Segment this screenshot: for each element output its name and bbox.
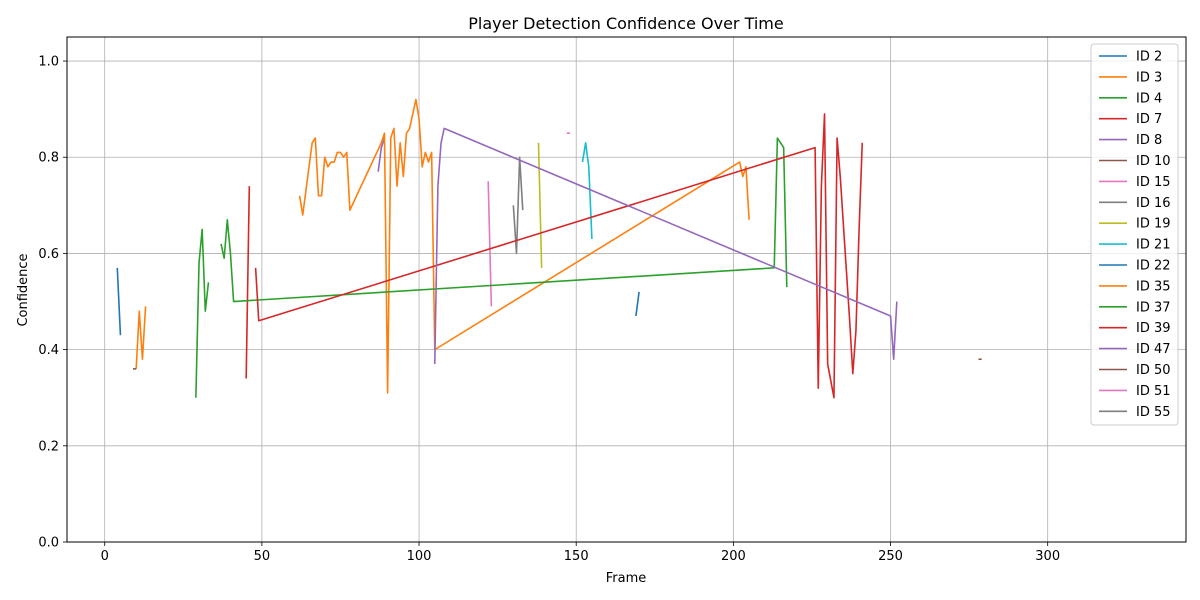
legend-label: ID 55 xyxy=(1136,405,1171,420)
series-line-id-2 xyxy=(116,267,122,336)
legend-label: ID 21 xyxy=(1136,238,1171,253)
series-line-id-21 xyxy=(581,142,593,240)
series-line-id-16 xyxy=(512,156,524,255)
legend-label: ID 47 xyxy=(1136,342,1171,357)
legend-label: ID 37 xyxy=(1136,300,1171,315)
series-line-id-37 xyxy=(220,137,788,303)
grid-lines xyxy=(67,37,1186,543)
x-tick-label: 150 xyxy=(564,549,589,564)
legend-label: ID 2 xyxy=(1136,50,1162,65)
y-tick-label: 0.6 xyxy=(38,247,59,262)
legend-label: ID 16 xyxy=(1136,196,1171,211)
series-line-id-7 xyxy=(245,186,251,379)
x-tick-label: 300 xyxy=(1035,549,1060,564)
chart-title: Player Detection Confidence Over Time xyxy=(468,14,783,33)
y-axis-label: Confidence xyxy=(16,253,31,326)
y-tick-label: 0.2 xyxy=(38,439,59,454)
legend-label: ID 7 xyxy=(1136,112,1162,127)
y-tick-label: 0.4 xyxy=(38,343,59,358)
y-tick-label: 0.8 xyxy=(38,151,59,166)
y-tick-label: 1.0 xyxy=(38,55,59,70)
x-tick-label: 250 xyxy=(878,549,903,564)
x-axis-label: Frame xyxy=(606,571,647,586)
x-tick-label: 0 xyxy=(101,549,109,564)
x-tick-label: 200 xyxy=(721,549,746,564)
series-line-id-22 xyxy=(635,291,640,317)
series-line-id-47 xyxy=(433,127,898,365)
plot-frame xyxy=(66,36,1187,543)
legend-label: ID 51 xyxy=(1136,384,1171,399)
legend-label: ID 39 xyxy=(1136,321,1171,336)
legend-label: ID 3 xyxy=(1136,70,1162,85)
legend-label: ID 35 xyxy=(1136,279,1171,294)
series-line-id-3 xyxy=(135,306,147,369)
legend-label: ID 19 xyxy=(1136,217,1171,232)
series-line-id-39 xyxy=(254,113,864,399)
legend-label: ID 10 xyxy=(1136,154,1171,169)
legend-label: ID 50 xyxy=(1136,363,1171,378)
series-line-id-4 xyxy=(195,228,210,398)
axis-ticks: 0 50 100 150 200 250 300 0.0 0.2 0.4 0.6 0.8 1.0 xyxy=(38,55,1060,564)
x-tick-label: 50 xyxy=(254,549,271,564)
series-lines xyxy=(116,98,982,399)
series-line-id-35 xyxy=(298,98,750,394)
legend: ID 2 ID 3 ID 4 ID 7 ID 8 ID 10 ID 15 ID 16 ID 19… xyxy=(1090,43,1179,426)
series-line-id-8 xyxy=(377,137,386,172)
y-tick-label: 0.0 xyxy=(38,536,59,551)
series-line-id-19 xyxy=(537,142,543,268)
legend-label: ID 4 xyxy=(1136,91,1162,106)
legend-label: ID 22 xyxy=(1136,259,1171,274)
x-tick-label: 100 xyxy=(407,549,432,564)
legend-label: ID 8 xyxy=(1136,133,1162,148)
legend-label: ID 15 xyxy=(1136,175,1171,190)
